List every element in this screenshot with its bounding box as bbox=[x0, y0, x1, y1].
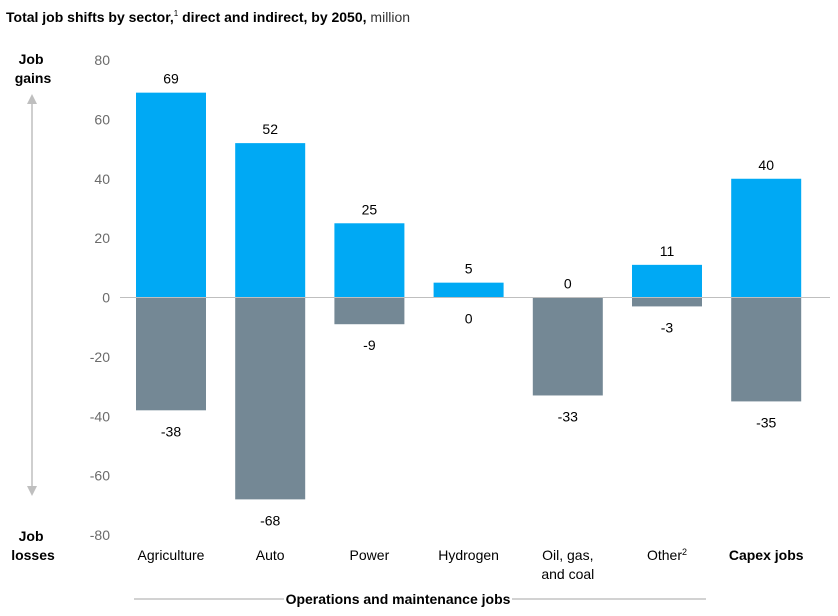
value-label-loss: -35 bbox=[756, 414, 776, 430]
chart-title-rest: direct and indirect, by 2050, bbox=[178, 9, 366, 25]
bar-gain bbox=[433, 282, 504, 298]
bar-gain bbox=[136, 92, 206, 298]
y-tick-label: 80 bbox=[94, 52, 110, 68]
category-label: Capex jobs bbox=[729, 547, 804, 563]
bar-gain bbox=[731, 178, 802, 298]
value-label-loss: -38 bbox=[161, 423, 181, 439]
y-direction-arrow bbox=[27, 94, 37, 496]
y-tick-label: 20 bbox=[94, 230, 110, 246]
category-label-line: Hydrogen bbox=[438, 547, 499, 563]
y-top-label-line1: Job bbox=[19, 51, 44, 67]
y-tick-label: -40 bbox=[90, 408, 110, 424]
y-bottom-label: Job losses bbox=[11, 528, 55, 563]
value-label-gain: 11 bbox=[660, 243, 675, 259]
y-top-label-line2: gains bbox=[15, 70, 52, 86]
bar-gain bbox=[632, 264, 702, 298]
value-label-gain: 40 bbox=[758, 157, 774, 173]
y-tick-label: -80 bbox=[90, 527, 110, 543]
category-label: Auto bbox=[256, 547, 285, 563]
y-axis-ticks: 80 60 40 20 0 -20 -40 -60 -80 bbox=[90, 52, 110, 543]
category-labels: Agriculture Auto Power Hydrogen Oil, gas, and… bbox=[138, 547, 804, 582]
arrow-up-icon bbox=[27, 94, 37, 104]
category-label-line: Other bbox=[647, 547, 682, 563]
category-label-line: and coal bbox=[541, 566, 594, 582]
bar-loss bbox=[334, 297, 405, 325]
category-label-line: Capex jobs bbox=[729, 547, 804, 563]
y-tick-label: -20 bbox=[90, 349, 110, 365]
value-label-gain: 5 bbox=[465, 261, 473, 277]
bar-loss bbox=[136, 297, 206, 411]
y-top-label: Job gains bbox=[15, 51, 52, 86]
chart-title-main: Total job shifts by sector, bbox=[6, 9, 174, 25]
value-label-gain: 52 bbox=[262, 121, 278, 137]
category-footnote: 2 bbox=[682, 547, 687, 557]
value-label-loss: -68 bbox=[260, 512, 280, 528]
y-bottom-label-line2: losses bbox=[11, 547, 55, 563]
value-label-gain: 0 bbox=[564, 276, 572, 292]
group-label: Operations and maintenance jobs bbox=[134, 591, 706, 607]
chart-units: million bbox=[367, 9, 411, 25]
bar-gain bbox=[235, 143, 306, 298]
category-label: Other2 bbox=[647, 547, 687, 563]
bar-loss bbox=[235, 297, 306, 500]
category-label: Agriculture bbox=[138, 547, 205, 563]
y-bottom-label-line1: Job bbox=[19, 528, 44, 544]
bar-loss bbox=[632, 297, 702, 307]
bar-loss bbox=[532, 297, 603, 396]
bars bbox=[136, 92, 802, 500]
bar-loss bbox=[731, 297, 802, 402]
value-label-gain: 69 bbox=[163, 71, 179, 87]
category-label-line: Auto bbox=[256, 547, 285, 563]
value-label-gain: 25 bbox=[362, 201, 378, 217]
value-label-loss: -33 bbox=[558, 408, 578, 424]
bar-gain bbox=[334, 223, 405, 298]
y-tick-label: 40 bbox=[94, 171, 110, 187]
value-label-loss: 0 bbox=[465, 311, 473, 327]
category-label-line: Agriculture bbox=[138, 547, 205, 563]
y-tick-label: -60 bbox=[90, 468, 110, 484]
category-label: Hydrogen bbox=[438, 547, 499, 563]
value-label-loss: -3 bbox=[661, 319, 674, 335]
y-tick-label: 60 bbox=[94, 111, 110, 127]
arrow-down-icon bbox=[27, 486, 37, 496]
category-label: Oil, gas, and coal bbox=[541, 547, 594, 582]
group-label-text: Operations and maintenance jobs bbox=[286, 591, 511, 607]
value-label-loss: -9 bbox=[363, 337, 376, 353]
category-label-line: Power bbox=[350, 547, 390, 563]
y-tick-label: 0 bbox=[102, 290, 110, 306]
value-labels: 69 -38 52 -68 25 -9 5 0 0 -33 11 -3 40 -35 bbox=[161, 71, 777, 529]
chart-title: Total job shifts by sector,1 direct and … bbox=[6, 9, 410, 25]
chart-title-footnote: 1 bbox=[174, 9, 179, 18]
category-label: Power bbox=[350, 547, 390, 563]
category-label-line: Oil, gas, bbox=[542, 547, 593, 563]
